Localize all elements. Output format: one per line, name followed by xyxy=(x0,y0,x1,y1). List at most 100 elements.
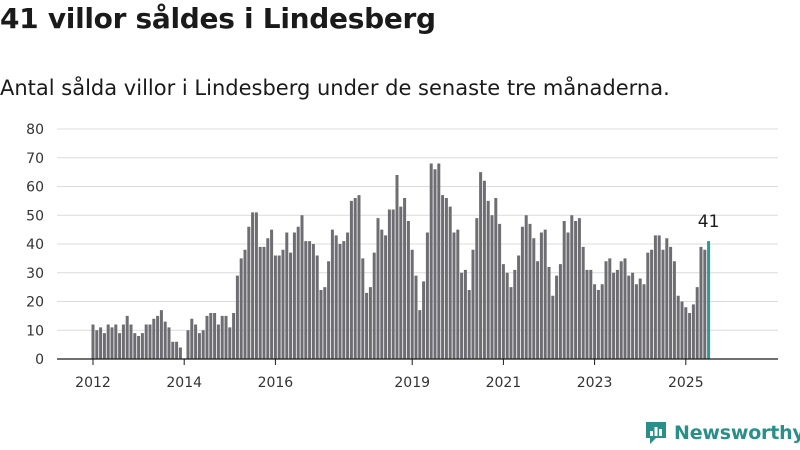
x-tick-label: 2012 xyxy=(75,375,111,391)
bar xyxy=(235,275,239,360)
bar xyxy=(224,315,228,360)
bar xyxy=(308,241,312,360)
y-axis-ticks: 0 10 20 30 40 50 60 70 80 xyxy=(26,122,44,368)
bar xyxy=(201,330,205,359)
bar xyxy=(99,327,103,360)
chart-subtitle: Antal sålda villor i Lindesberg under de… xyxy=(0,76,670,100)
bar xyxy=(634,284,638,359)
y-tick-label: 80 xyxy=(26,122,44,138)
newsworthy-brand-name: Newsworthy xyxy=(674,422,800,444)
bar xyxy=(232,313,236,359)
bar xyxy=(334,235,338,360)
bar xyxy=(304,241,308,360)
bar xyxy=(608,258,612,360)
bar xyxy=(285,232,289,359)
last-value-label: 41 xyxy=(698,212,720,232)
bar xyxy=(661,249,665,359)
bar xyxy=(254,212,258,360)
bar xyxy=(543,229,547,360)
bar xyxy=(653,235,657,360)
bar xyxy=(129,324,133,359)
bar xyxy=(110,327,114,360)
bar xyxy=(167,327,171,360)
bar xyxy=(558,264,562,360)
bar xyxy=(422,281,426,360)
bar xyxy=(186,330,190,359)
bar xyxy=(395,175,399,359)
bar xyxy=(444,198,448,359)
bar xyxy=(281,249,285,359)
bar xyxy=(399,206,403,360)
bar xyxy=(479,172,483,360)
bar xyxy=(311,244,315,359)
bar xyxy=(425,232,429,359)
bar xyxy=(448,206,452,360)
bar xyxy=(247,226,251,359)
bar xyxy=(517,255,521,359)
bar xyxy=(520,226,524,359)
bar xyxy=(475,218,479,360)
bar xyxy=(463,269,467,360)
chart-title: 41 villor såldes i Lindesberg xyxy=(0,2,436,35)
bar xyxy=(585,269,589,360)
bar xyxy=(125,315,129,360)
bar xyxy=(570,215,574,359)
x-tick-label: 2016 xyxy=(258,375,294,391)
bar xyxy=(361,258,365,360)
bar xyxy=(239,258,243,360)
x-tick-label: 2025 xyxy=(668,375,704,391)
y-tick-label: 60 xyxy=(26,180,44,196)
bar xyxy=(368,287,372,360)
bar xyxy=(642,284,646,359)
bar xyxy=(684,307,688,359)
bar xyxy=(148,324,152,359)
bar xyxy=(171,341,175,359)
bar xyxy=(114,324,118,359)
bar xyxy=(159,310,163,360)
bar xyxy=(456,229,460,360)
bar xyxy=(467,290,471,359)
bar xyxy=(95,330,99,359)
bar xyxy=(380,229,384,360)
bar xyxy=(539,232,543,359)
bar xyxy=(703,249,707,359)
bar xyxy=(627,275,631,360)
bar xyxy=(429,163,433,359)
bar xyxy=(441,195,445,360)
bar xyxy=(205,315,209,360)
bar xyxy=(410,249,414,359)
bar xyxy=(384,235,388,360)
bar xyxy=(646,252,650,360)
bar xyxy=(612,272,616,359)
bar xyxy=(300,215,304,359)
bar xyxy=(349,200,353,360)
bar xyxy=(209,313,213,359)
y-tick-label: 40 xyxy=(26,237,44,253)
bar xyxy=(403,198,407,359)
bar xyxy=(137,336,141,359)
bar xyxy=(437,163,441,359)
bar xyxy=(296,226,300,359)
gridlines xyxy=(57,128,778,331)
bar xyxy=(482,180,486,359)
bar xyxy=(509,287,513,360)
bar xyxy=(262,246,266,360)
bar xyxy=(672,261,676,359)
bar xyxy=(452,232,456,359)
bar xyxy=(376,218,380,360)
bar xyxy=(220,315,224,360)
y-tick-label: 30 xyxy=(26,266,44,282)
bar xyxy=(596,290,600,359)
bar xyxy=(528,223,532,360)
bar xyxy=(391,209,395,359)
bar xyxy=(494,198,498,359)
bar xyxy=(357,195,361,360)
bar xyxy=(501,264,505,360)
y-tick-label: 0 xyxy=(35,352,44,368)
bar xyxy=(330,229,334,360)
bar xyxy=(631,272,635,359)
newsworthy-logo-icon xyxy=(646,422,666,444)
bar xyxy=(505,272,509,359)
bar xyxy=(194,324,198,359)
bar xyxy=(562,221,566,359)
